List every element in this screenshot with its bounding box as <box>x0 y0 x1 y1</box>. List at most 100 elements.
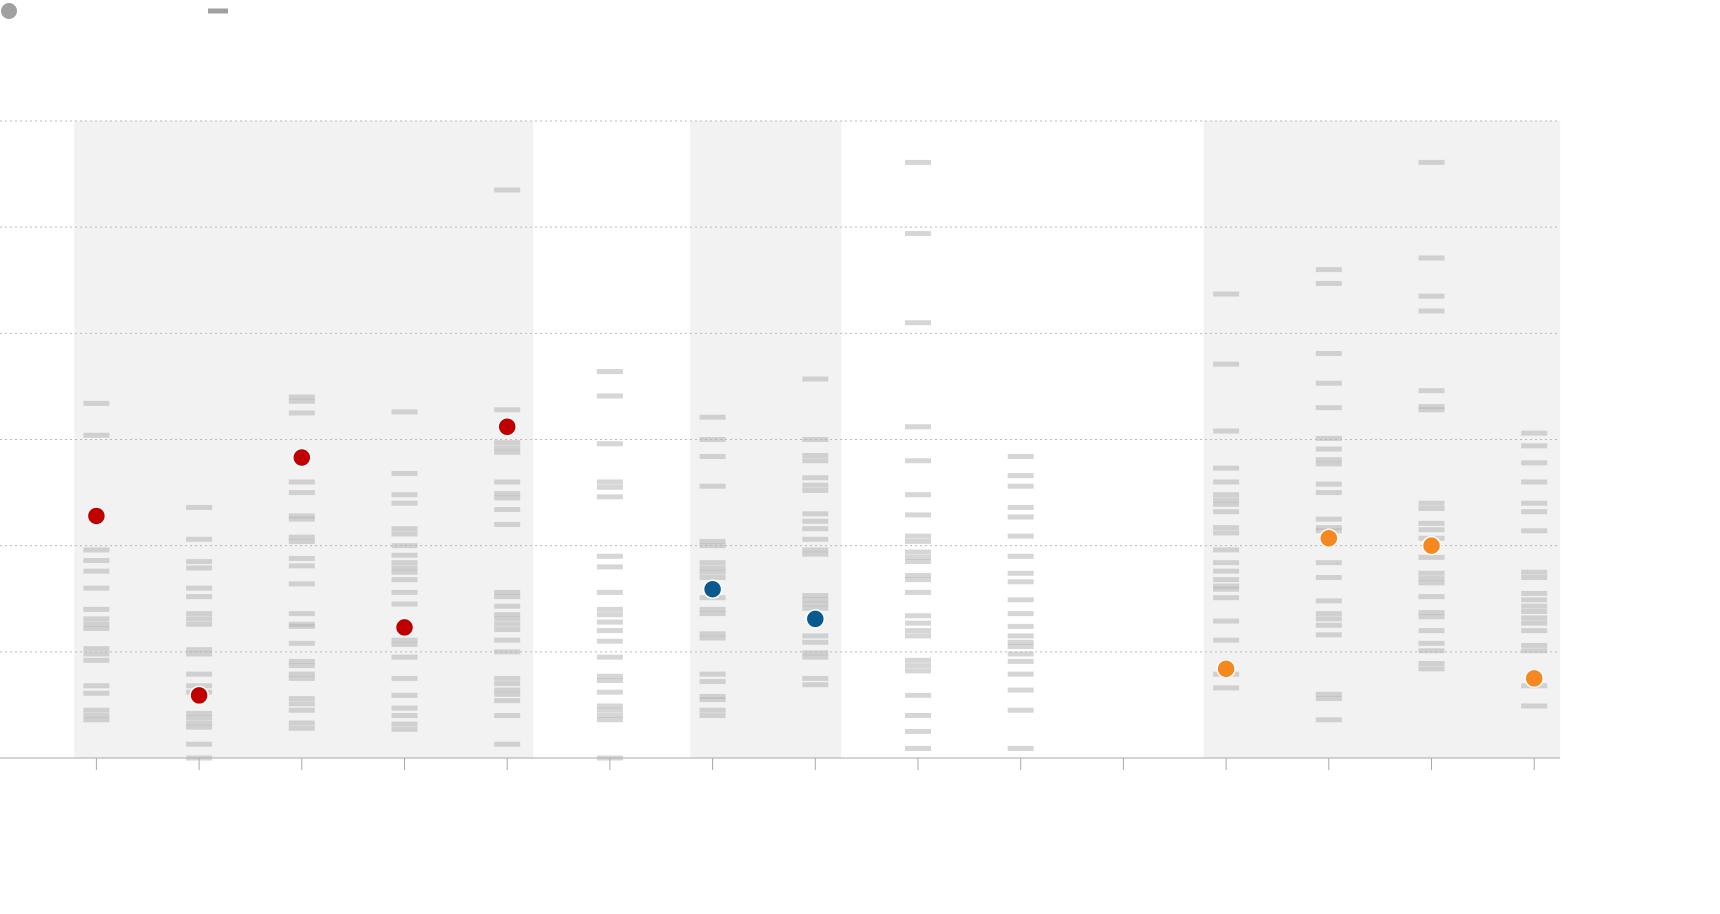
strip-dash <box>1521 479 1548 485</box>
strip-dash <box>1213 560 1240 566</box>
strip-dash <box>1213 291 1240 297</box>
strip-dash <box>494 507 521 513</box>
strip-dash <box>494 649 521 655</box>
strip-dash <box>391 500 418 506</box>
strip-dash <box>186 611 213 617</box>
strip-dash <box>596 703 623 709</box>
strip-dash <box>83 657 110 663</box>
strip-dash <box>186 594 213 600</box>
strip-dash <box>83 558 110 564</box>
strip-dash <box>1418 255 1445 261</box>
strip-dash <box>1315 380 1342 386</box>
strip-dash <box>699 697 726 703</box>
strip-dash <box>1418 614 1445 620</box>
strip-dash <box>596 564 623 570</box>
strip-dash <box>699 560 726 566</box>
strip-dash <box>802 633 829 639</box>
strip-dash <box>802 650 829 656</box>
dot <box>1524 668 1544 689</box>
strip-dash <box>802 376 829 382</box>
strip-dash <box>1007 579 1034 585</box>
strip-dash <box>699 693 726 699</box>
strip-dash <box>802 639 829 645</box>
strip-dash <box>1521 509 1548 515</box>
strip-dash <box>699 713 726 719</box>
strip-dash <box>1521 620 1548 626</box>
strip-dash <box>494 681 521 687</box>
strip-dash <box>1007 745 1034 751</box>
dot <box>1319 528 1339 548</box>
strip-dash <box>1521 703 1548 709</box>
strip-dash <box>1213 685 1240 691</box>
strip-dash <box>1315 525 1342 531</box>
strip-dash <box>699 671 726 677</box>
strip-dash <box>494 621 521 627</box>
strip-dash <box>391 470 418 476</box>
strip-dash <box>1315 575 1342 581</box>
strip-dash <box>1521 603 1548 609</box>
strip-dash <box>186 715 213 721</box>
strip-dash <box>1521 615 1548 621</box>
strip-dash <box>391 543 418 549</box>
strip-dash <box>494 603 521 609</box>
dot <box>292 447 312 468</box>
strip-dash <box>1521 569 1548 575</box>
strip-dash <box>905 458 931 464</box>
strip-dash <box>802 547 829 553</box>
strip-dash <box>494 698 521 704</box>
strip-dash <box>1007 473 1034 479</box>
strip-dash <box>596 717 623 723</box>
strip-dash <box>1213 509 1240 515</box>
strip-dash <box>596 755 623 761</box>
strip-dash <box>1315 516 1342 522</box>
strip-dash <box>186 621 213 627</box>
strip-dash <box>288 701 315 707</box>
strip-dash <box>905 745 931 751</box>
dot <box>497 417 517 437</box>
strip-dash <box>1213 479 1240 485</box>
strip-dash <box>596 441 623 447</box>
strip-dash <box>186 651 213 657</box>
strip-dash <box>699 538 726 544</box>
strip-dash <box>596 654 623 660</box>
strip-dash <box>699 565 726 571</box>
strip-dash <box>1213 428 1240 434</box>
strip-dash <box>288 516 315 522</box>
strip-dash <box>288 725 315 731</box>
dot <box>702 579 723 599</box>
strip-dash <box>83 606 110 612</box>
dot <box>189 685 209 706</box>
strip-dash <box>1521 648 1548 654</box>
strip-dash <box>905 613 931 619</box>
strip-dash <box>802 518 829 524</box>
strip-dash <box>494 589 521 595</box>
strip-dash <box>905 668 931 674</box>
strip-dash <box>596 689 623 695</box>
strip-dash <box>83 625 110 631</box>
strip-dash <box>1007 644 1034 650</box>
strip-dash <box>802 654 829 660</box>
strip-dash <box>905 728 931 734</box>
strip-dash <box>288 640 315 646</box>
strip-dash <box>1315 616 1342 622</box>
grid <box>0 120 1560 770</box>
strip-dash <box>1521 642 1548 648</box>
strip-dash <box>1418 159 1445 165</box>
strip-dash <box>1213 586 1240 592</box>
strip-dash <box>186 585 213 591</box>
strip-dash <box>186 559 213 565</box>
strip-dash <box>186 647 213 653</box>
strip-dash <box>391 577 418 583</box>
strip-dash <box>1418 404 1445 410</box>
strip-dash <box>1315 560 1342 566</box>
strip-dash <box>802 482 829 488</box>
strip-dash <box>905 713 931 719</box>
strip-dash <box>905 492 931 498</box>
strip-dash <box>1521 597 1548 603</box>
strip-dash <box>1007 687 1034 693</box>
strip-dash <box>699 631 726 637</box>
strip-dash <box>905 533 931 539</box>
strip-dash <box>1007 707 1034 713</box>
strip-dash <box>1521 628 1548 634</box>
